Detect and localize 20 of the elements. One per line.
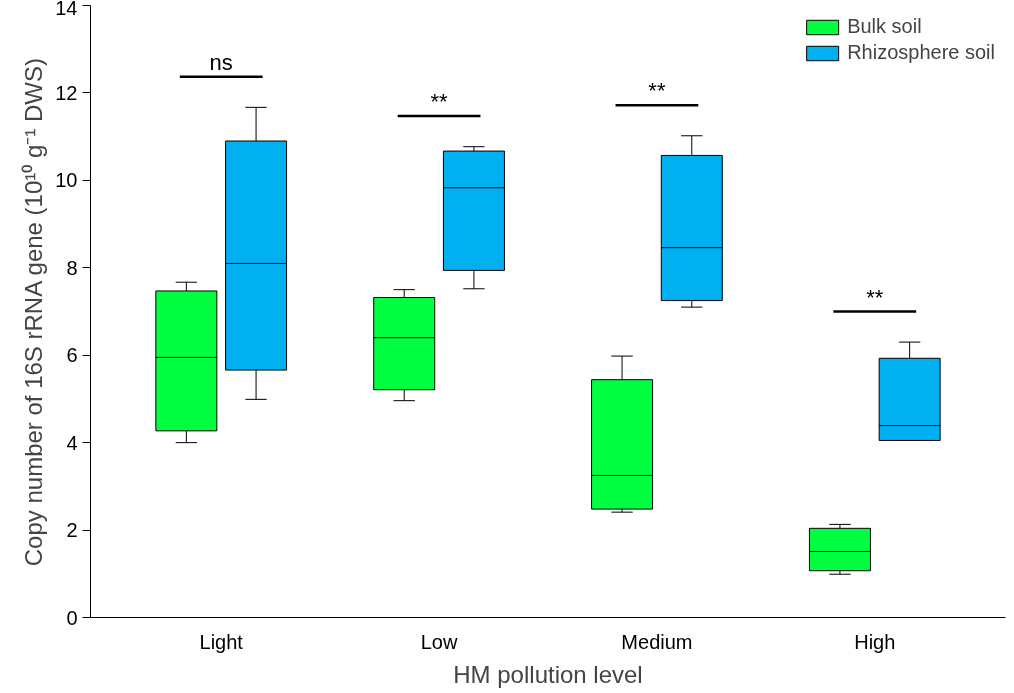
annotation: ** bbox=[648, 78, 666, 104]
x-tick-label: Medium bbox=[621, 630, 693, 653]
y-tick-label: 10 bbox=[55, 169, 78, 192]
y-axis-title: Copy number of 16S rRNA gene (10¹⁰ g⁻¹ DWS) bbox=[20, 58, 48, 567]
y-tick-label: 0 bbox=[66, 606, 78, 629]
legend-label: Rhizosphere soil bbox=[847, 41, 995, 64]
y-tick-label: 12 bbox=[55, 81, 78, 104]
y-tick-label: 2 bbox=[66, 519, 78, 542]
x-tick-label: Light bbox=[199, 630, 244, 653]
y-tick-label: 4 bbox=[66, 431, 78, 454]
y-tick-label: 6 bbox=[66, 344, 78, 367]
legend-label: Bulk soil bbox=[847, 15, 922, 38]
annotation: ns bbox=[209, 49, 233, 75]
y-tick-label: 8 bbox=[66, 256, 78, 279]
x-tick-label: High bbox=[854, 630, 896, 653]
y-tick-label: 14 bbox=[55, 0, 78, 19]
x-tick-label: Low bbox=[420, 630, 458, 653]
annotation: ** bbox=[430, 89, 449, 115]
annotation: ** bbox=[866, 284, 884, 310]
x-axis-title: HM pollution level bbox=[453, 660, 643, 688]
